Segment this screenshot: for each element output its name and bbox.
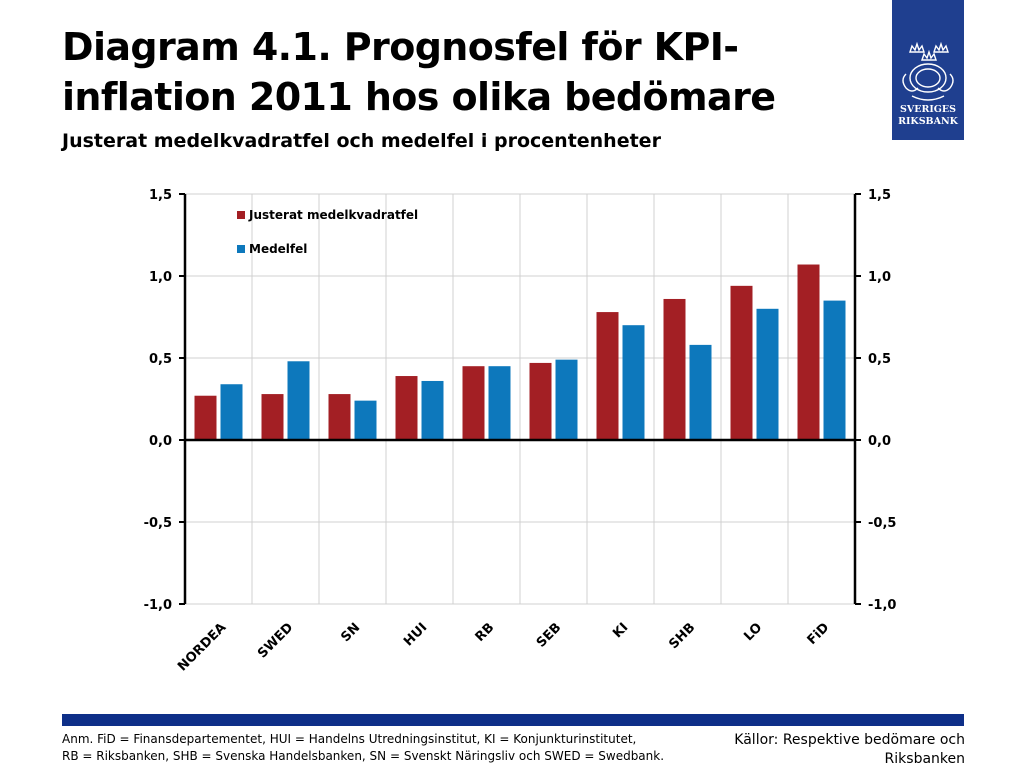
category-label: SWED <box>255 620 296 661</box>
source-line-1: Källor: Respektive bedömare och <box>734 732 965 748</box>
bar-justerat-medelkvadratfel-hui <box>395 376 418 440</box>
bar-medelfel-fid <box>823 300 846 440</box>
category-label: HUI <box>401 620 430 649</box>
footnote-line-2: RB = Riksbanken, SHB = Svenska Handelsba… <box>62 749 665 763</box>
y-tick-label-left: 1,0 <box>149 270 172 285</box>
bar-justerat-medelkvadratfel-lo <box>730 285 753 440</box>
category-label: SN <box>338 620 363 645</box>
y-tick-label-left: 0,0 <box>149 434 172 449</box>
y-tick-label-left: 0,5 <box>149 352 172 367</box>
legend-swatch <box>237 211 245 219</box>
chart-subtitle: Justerat medelkvadratfel och medelfel i … <box>62 130 661 152</box>
bar-medelfel-shb <box>689 344 712 440</box>
footer-bar <box>62 714 964 726</box>
category-label: KI <box>610 620 631 641</box>
category-label: NORDEA <box>175 620 229 674</box>
y-tick-label-right: -1,0 <box>868 598 896 613</box>
bar-justerat-medelkvadratfel-sn <box>328 394 351 440</box>
category-label: LO <box>741 620 765 644</box>
y-tick-label-right: 0,5 <box>868 352 891 367</box>
bar-justerat-medelkvadratfel-seb <box>529 362 552 440</box>
y-tick-label-right: 0,0 <box>868 434 891 449</box>
category-label: RB <box>473 620 498 645</box>
title-line-1: Diagram 4.1. Prognosfel för KPI- <box>62 25 739 69</box>
y-tick-label-left: -0,5 <box>144 516 172 531</box>
legend-swatch <box>237 245 245 253</box>
bar-justerat-medelkvadratfel-shb <box>663 298 686 440</box>
bar-justerat-medelkvadratfel-rb <box>462 366 485 440</box>
bar-justerat-medelkvadratfel-swed <box>261 394 284 440</box>
bar-medelfel-hui <box>421 380 444 440</box>
category-label: FiD <box>805 620 833 648</box>
riksbank-crest-icon: SVERIGES RIKSBANK <box>898 41 959 127</box>
title-line-2: inflation 2011 hos olika bedömare <box>62 75 776 119</box>
footnote: Anm. FiD = Finansdepartementet, HUI = Ha… <box>62 731 712 765</box>
legend-label: Medelfel <box>249 242 307 256</box>
source-line-2: Riksbanken <box>884 751 965 767</box>
y-tick-label-left: -1,0 <box>144 598 172 613</box>
category-label: SEB <box>534 620 565 651</box>
bar-medelfel-ki <box>622 325 645 440</box>
bar-medelfel-rb <box>488 366 511 440</box>
y-tick-label-left: 1,5 <box>149 188 172 203</box>
bar-justerat-medelkvadratfel-ki <box>596 312 619 440</box>
bar-medelfel-lo <box>756 308 779 440</box>
riksbank-logo: SVERIGES RIKSBANK <box>892 0 964 140</box>
source-note: Källor: Respektive bedömare och Riksbank… <box>665 731 965 769</box>
bar-justerat-medelkvadratfel-nordea <box>194 395 217 440</box>
bar-medelfel-nordea <box>220 384 243 440</box>
bar-medelfel-seb <box>555 359 578 440</box>
chart-title: Diagram 4.1. Prognosfel för KPI- inflati… <box>62 22 862 122</box>
legend-label: Justerat medelkvadratfel <box>248 208 418 222</box>
bar-medelfel-swed <box>287 361 310 440</box>
logo-text-line-2: RIKSBANK <box>898 116 959 127</box>
logo-text-line-1: SVERIGES <box>900 104 956 115</box>
bar-justerat-medelkvadratfel-fid <box>797 264 820 440</box>
footnote-line-1: Anm. FiD = Finansdepartementet, HUI = Ha… <box>62 732 637 746</box>
bar-medelfel-sn <box>354 400 377 440</box>
y-tick-label-right: 1,0 <box>868 270 891 285</box>
y-tick-label-right: -0,5 <box>868 516 896 531</box>
bar-chart: NORDEA SWED SN HUI RB SEB KI SHB LO FiD -1,0 -1,0 -0… <box>144 188 897 674</box>
y-tick-label-right: 1,5 <box>868 188 891 203</box>
category-label: SHB <box>666 620 698 652</box>
